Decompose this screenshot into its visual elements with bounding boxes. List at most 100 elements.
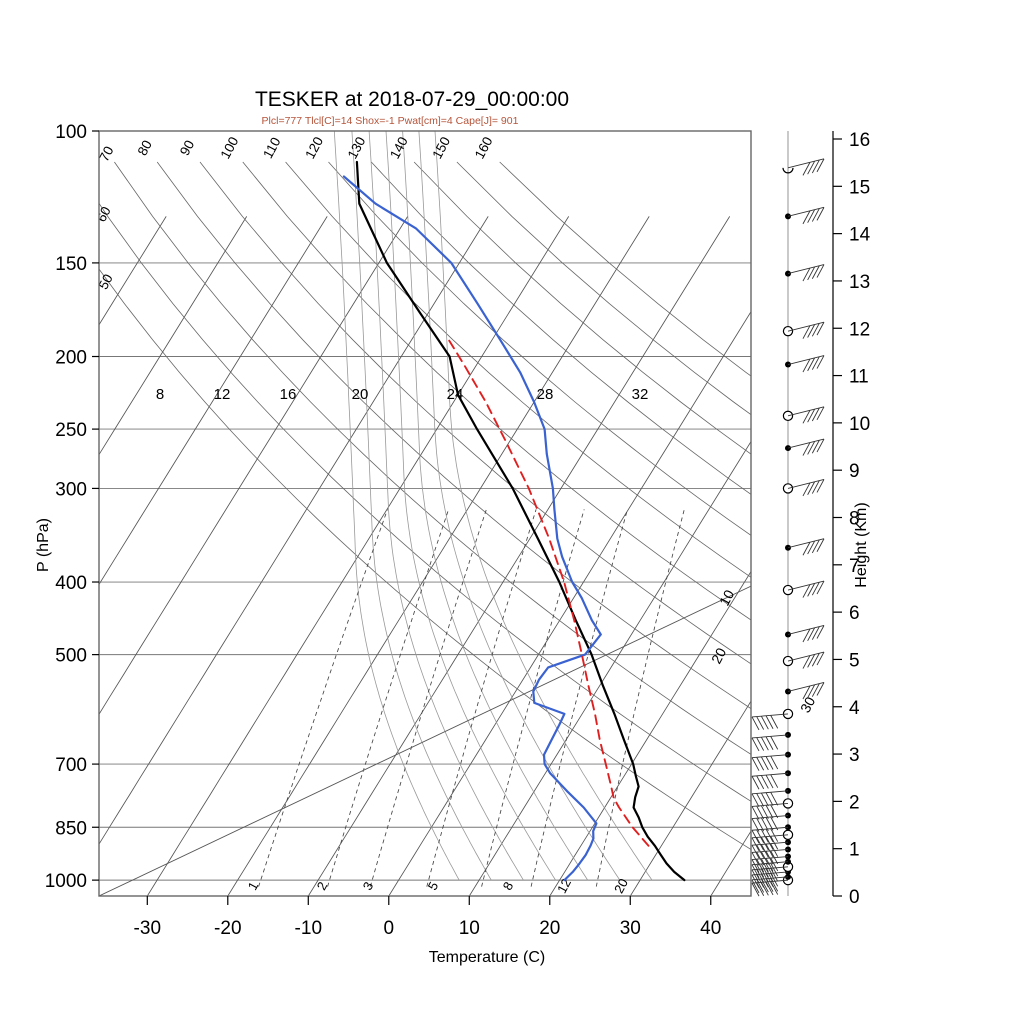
- wind-barb: [751, 841, 789, 859]
- wind-barb: [787, 478, 825, 497]
- lower-right-diagonal-label: 10: [716, 587, 738, 608]
- moist-adiabat-label: 16: [280, 386, 297, 403]
- dry-adiabat-label: 90: [177, 138, 197, 158]
- wind-barb-column: [751, 131, 825, 897]
- wind-barb: [787, 682, 825, 700]
- wind-barb: [751, 802, 789, 820]
- height-tick-label: 6: [849, 603, 860, 624]
- pressure-tick-label: 850: [55, 818, 87, 839]
- temperature-tick-label: -20: [214, 918, 241, 939]
- height-tick-label: 13: [849, 272, 870, 293]
- wind-barb: [751, 754, 789, 771]
- pressure-tick-label: 700: [55, 755, 87, 776]
- height-tick-label: 5: [849, 650, 860, 671]
- x-axis-label: Temperature (C): [429, 949, 545, 966]
- pressure-tick-label: 150: [55, 254, 87, 275]
- mixing-ratio-label: 1: [245, 879, 262, 892]
- mixing-ratio-label: 5: [425, 879, 442, 892]
- temperature-tick-label: -10: [295, 918, 322, 939]
- wind-barb: [787, 538, 825, 556]
- wind-barb: [787, 264, 825, 282]
- dry-adiabat-label: 120: [302, 134, 326, 161]
- height-tick-label: 9: [849, 461, 860, 482]
- dry-adiabat-label: 80: [135, 138, 155, 158]
- moist-adiabat-label: 20: [352, 386, 369, 403]
- moist-adiabat-label: 12: [214, 386, 231, 403]
- height-tick-label: 1: [849, 840, 860, 861]
- wind-barb: [787, 406, 825, 424]
- mixing-ratio-label: 3: [360, 879, 377, 892]
- dry-adiabat-label: 70: [96, 144, 116, 164]
- temperature-tick-label: 0: [383, 918, 394, 939]
- moist-adiabat-label: 32: [632, 386, 649, 403]
- height-tick-label: 16: [849, 130, 870, 151]
- wind-barb: [751, 713, 789, 731]
- pressure-tick-label: 250: [55, 420, 87, 441]
- mixing-ratio-label: 8: [500, 879, 517, 892]
- wind-barb: [751, 856, 789, 873]
- series-temperature: [355, 160, 686, 882]
- y2-axis-label: Height (Km): [853, 502, 870, 587]
- wind-barb: [787, 438, 825, 456]
- wind-barb: [751, 772, 789, 790]
- temperature-tick-label: 40: [700, 918, 721, 939]
- height-tick-label: 3: [849, 745, 860, 766]
- temperature-tick-label: 30: [620, 918, 641, 939]
- sounding-curves: [342, 160, 686, 882]
- y-axis-label: P (hPa): [35, 518, 52, 572]
- mixing-ratio-label: 20: [611, 876, 631, 896]
- height-tick-label: 8: [849, 509, 860, 530]
- temperature-tick-label: -30: [134, 918, 161, 939]
- lower-right-diagonal-label: 30: [797, 694, 819, 715]
- subtitle-stats: Plcl=777 Tlcl[C]=14 Shox=-1 Pwat[cm]=4 C…: [262, 115, 519, 127]
- series-dewpoint: [342, 175, 602, 882]
- temperature-tick-label: 20: [539, 918, 560, 939]
- pressure-tick-label: 200: [55, 348, 87, 369]
- wind-barb: [751, 848, 789, 866]
- height-tick-label: 12: [849, 319, 870, 340]
- wind-barb: [751, 879, 789, 897]
- moist-adiabat-label: 28: [537, 386, 554, 403]
- wind-barb: [787, 355, 825, 373]
- dry-adiabat-label: 100: [218, 134, 242, 161]
- series-parcel-path: [447, 338, 650, 847]
- height-tick-label: 14: [849, 225, 871, 246]
- wind-barb: [787, 625, 825, 643]
- pressure-tick-label: 100: [55, 122, 87, 143]
- pressure-tick-label: 400: [55, 573, 87, 594]
- wind-barb: [751, 790, 789, 808]
- height-tick-label: 11: [849, 367, 869, 388]
- temperature-tick-label: 10: [459, 918, 480, 939]
- mixing-ratio-label: 12: [554, 876, 574, 896]
- wind-barb: [751, 871, 789, 889]
- moist-adiabat-label: 8: [156, 386, 164, 403]
- dry-adiabat-label: 140: [387, 134, 411, 161]
- dry-adiabat-label: 110: [260, 135, 283, 161]
- height-tick-label: 10: [849, 414, 870, 435]
- background-grid: [99, 131, 751, 896]
- dry-adiabat-label: 130: [345, 134, 369, 161]
- lower-right-diagonal-label: 20: [708, 645, 730, 666]
- wind-barb: [787, 580, 825, 598]
- page-title: TESKER at 2018-07-29_00:00:00: [255, 88, 569, 111]
- wind-barb: [787, 321, 825, 339]
- wind-level-halfcircle: [782, 167, 794, 174]
- pressure-tick-label: 500: [55, 646, 87, 667]
- height-tick-label: 7: [849, 556, 860, 577]
- wind-barb: [751, 866, 789, 884]
- wind-barb: [787, 651, 825, 669]
- dry-adiabat-label: 150: [429, 134, 453, 161]
- mixing-ratio-label: 2: [314, 879, 331, 892]
- wind-level-circle: [782, 584, 794, 596]
- height-tick-label: 2: [849, 792, 860, 813]
- wind-barb: [787, 158, 825, 176]
- height-tick-label: 0: [849, 887, 860, 908]
- wind-barb: [751, 734, 789, 752]
- pressure-tick-label: 300: [55, 479, 87, 500]
- wind-barb: [787, 206, 825, 225]
- pressure-tick-label: 1000: [45, 871, 87, 892]
- height-tick-label: 4: [849, 698, 860, 719]
